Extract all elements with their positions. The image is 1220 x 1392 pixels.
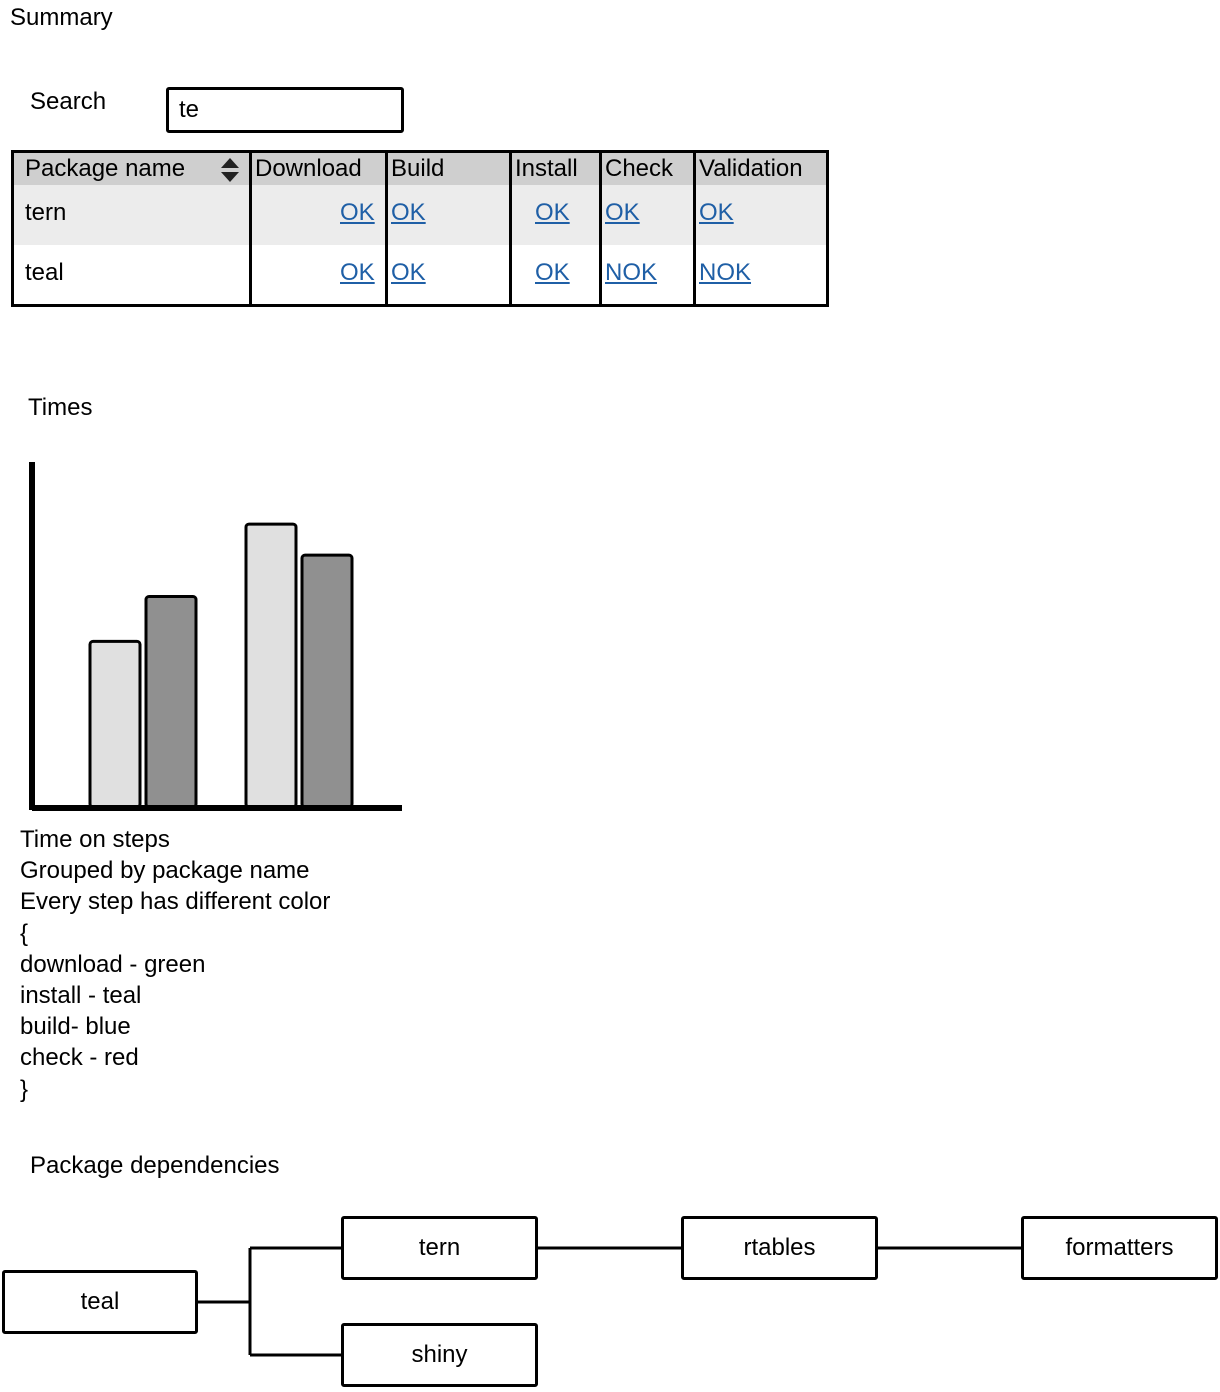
times-bar-chart [29,462,402,811]
note-line: Grouped by package name [20,857,310,885]
note-line: install - teal [20,982,142,1010]
note-line: Every step has different color [20,888,331,916]
dependencies-title: Package dependencies [30,1152,280,1179]
dependency-graph [197,1246,1021,1357]
summary-title: Summary [10,4,113,31]
build-status-link[interactable]: OK [391,199,426,226]
chart-notes: Time on steps Grouped by package name Ev… [20,824,330,1105]
results-table: Package name Download Build Install Chec… [11,150,829,307]
download-status-link[interactable]: OK [340,259,375,286]
install-status-link[interactable]: OK [535,199,570,226]
cell-package-name: tern [25,199,67,226]
column-divider [509,150,512,307]
note-line: build- blue [20,1013,131,1041]
header-build: Build [391,155,445,182]
validation-status-link[interactable]: OK [699,199,734,226]
header-package-name[interactable]: Package name [25,155,186,182]
table-header-row [14,153,826,185]
search-input[interactable] [166,87,404,133]
sort-up-down-icon[interactable] [220,157,240,183]
chart-bar [144,595,198,809]
column-divider [599,150,602,307]
node-formatters[interactable]: formatters [1021,1216,1218,1280]
note-line: check - red [20,1044,139,1072]
check-status-link[interactable]: OK [605,199,640,226]
header-validation: Validation [699,155,803,182]
note-line: download - green [20,950,206,978]
note-line: } [20,1075,29,1103]
node-teal[interactable]: teal [2,1270,198,1334]
note-line: { [20,919,29,947]
chart-bar [244,522,298,809]
node-shiny[interactable]: shiny [341,1323,538,1387]
header-check: Check [605,155,674,182]
check-status-link[interactable]: NOK [605,259,658,286]
column-divider [693,150,696,307]
table-row [14,245,826,304]
cell-package-name: teal [25,259,64,286]
chart-bar [88,639,142,809]
node-rtables[interactable]: rtables [681,1216,878,1280]
node-tern[interactable]: tern [341,1216,538,1280]
install-status-link[interactable]: OK [535,259,570,286]
validation-status-link[interactable]: NOK [699,259,752,286]
download-status-link[interactable]: OK [340,199,375,226]
times-title: Times [28,394,93,421]
column-divider [385,150,388,307]
chart-bar [300,553,354,809]
build-status-link[interactable]: OK [391,259,426,286]
table-row [14,185,826,245]
header-install: Install [515,155,578,182]
column-divider [249,150,252,307]
note-line: Time on steps [20,826,170,853]
header-download: Download [255,155,362,182]
search-label: Search [30,88,107,115]
